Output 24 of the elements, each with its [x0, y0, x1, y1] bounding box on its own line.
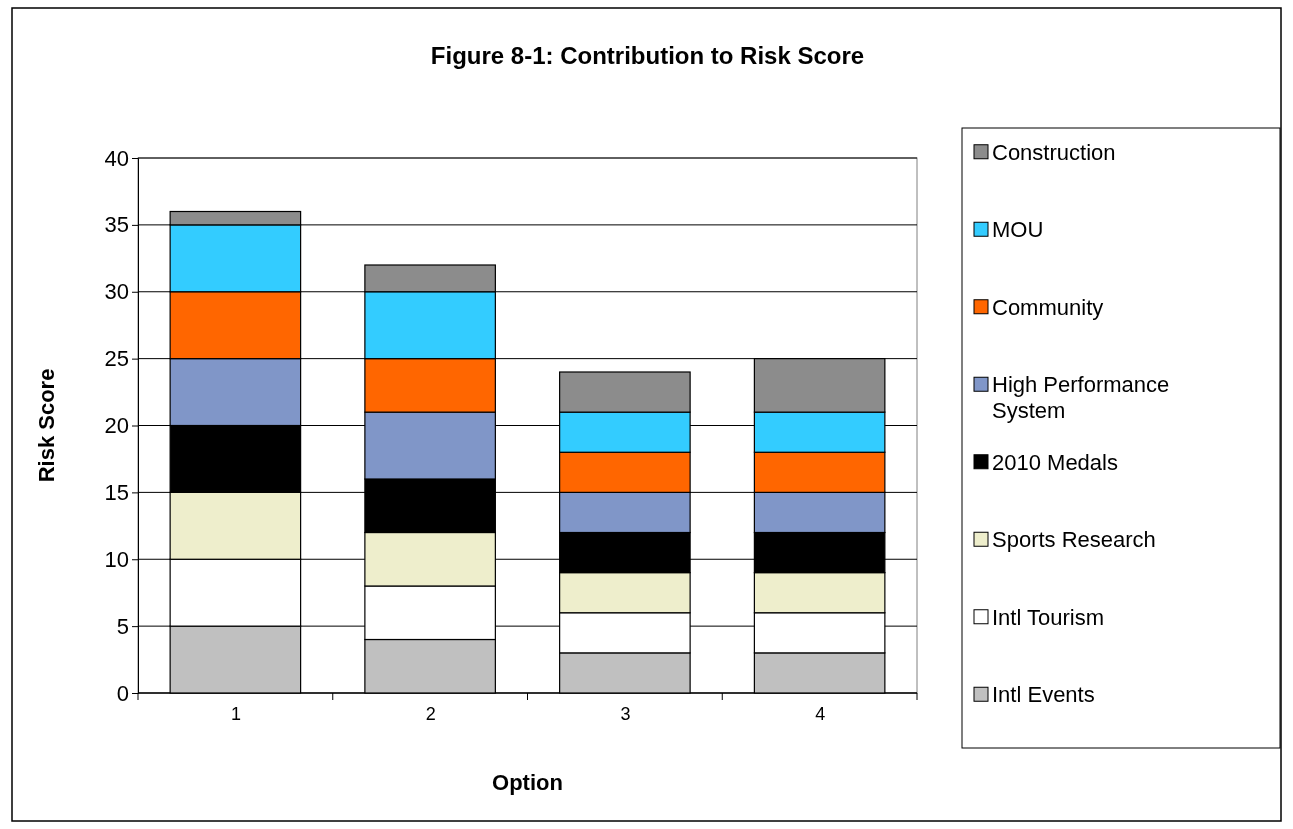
chart-title: Figure 8-1: Contribution to Risk Score: [430, 42, 865, 69]
y-tick-label: 5: [116, 613, 129, 639]
y-tick-label: 30: [104, 279, 129, 305]
x-tick-label: 2: [425, 703, 436, 724]
legend-label: 2010 Medals: [992, 449, 1118, 475]
x-axis-title: Option: [492, 770, 563, 795]
y-tick-label: 20: [104, 413, 129, 439]
legend-label: MOU: [992, 217, 1044, 243]
x-tick-label: 1: [230, 703, 241, 724]
y-tick-label: 25: [104, 346, 129, 372]
x-tick-label: 4: [815, 703, 826, 724]
legend-label: Intl Tourism: [992, 604, 1105, 630]
legend-label: Sports Research: [992, 527, 1156, 553]
y-tick-label: 10: [104, 546, 129, 572]
legend-label: High Performance System: [992, 372, 1170, 424]
y-tick-label: 35: [104, 212, 129, 238]
legend-label: Community: [992, 294, 1104, 320]
x-tick-label: 3: [620, 703, 631, 724]
y-tick-label: 15: [104, 479, 129, 505]
y-tick-label: 40: [104, 145, 129, 171]
legend-label: Intl Events: [992, 682, 1095, 708]
legend-label: Construction: [992, 139, 1116, 165]
y-axis-title: Risk Score: [34, 368, 59, 483]
y-tick-label: 0: [116, 680, 129, 706]
